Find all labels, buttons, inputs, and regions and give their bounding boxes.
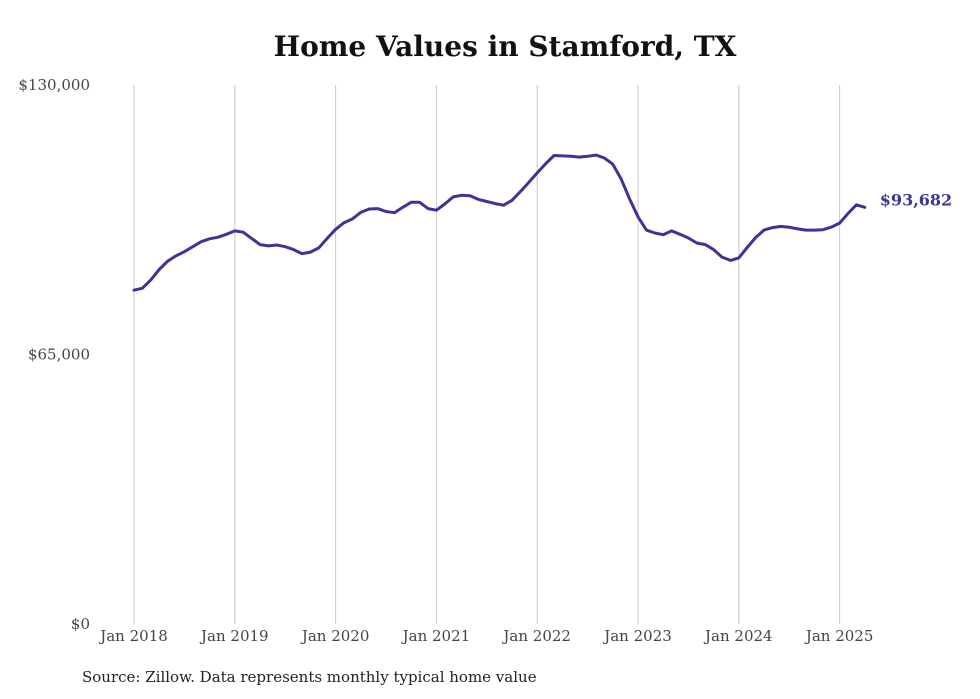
x-tick-label: Jan 2023 xyxy=(602,627,672,645)
x-tick-label: Jan 2021 xyxy=(401,627,471,645)
x-tick-label: Jan 2019 xyxy=(199,627,269,645)
y-tick-label: $130,000 xyxy=(18,76,90,94)
chart-title: Home Values in Stamford, TX xyxy=(273,30,737,63)
x-tick-label: Jan 2025 xyxy=(804,627,874,645)
y-tick-label: $0 xyxy=(71,615,90,633)
x-tick-label: Jan 2024 xyxy=(703,627,773,645)
x-tick-label: Jan 2022 xyxy=(501,627,571,645)
x-axis: Jan 2018 Jan 2019 Jan 2020 Jan 2021 Jan 2022… xyxy=(98,627,873,645)
x-tick-label: Jan 2020 xyxy=(300,627,370,645)
vertical-gridlines xyxy=(133,85,841,624)
series-line xyxy=(132,153,867,292)
x-tick-label: Jan 2018 xyxy=(98,627,168,645)
end-value-label: $93,682 xyxy=(880,190,952,209)
source-note: Source: Zillow. Data represents monthly … xyxy=(82,668,537,686)
y-axis: $0 $65,000 $130,000 xyxy=(18,76,90,633)
y-tick-label: $65,000 xyxy=(28,346,90,364)
